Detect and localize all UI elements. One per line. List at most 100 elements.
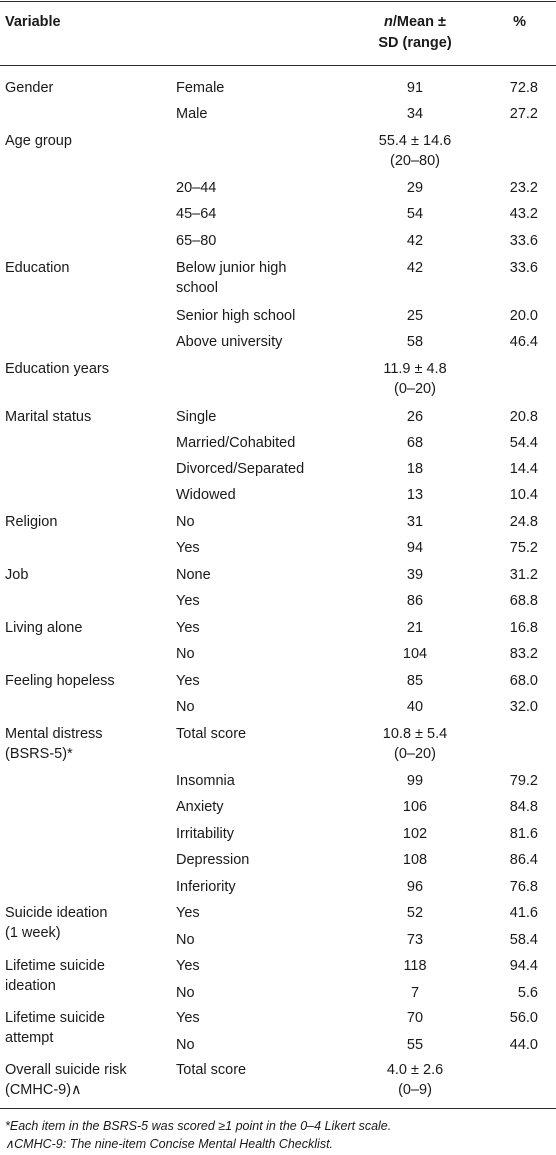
row-value: 73 xyxy=(406,932,424,948)
row-value: 99 xyxy=(406,773,424,789)
row-value: 55.4 ± 14.6 xyxy=(378,133,452,149)
row-percent: 44.0 xyxy=(509,1037,538,1053)
row-value-range: (20–80) xyxy=(390,153,440,169)
row-percent: 20.8 xyxy=(509,409,538,425)
row-category: No xyxy=(176,985,195,1001)
row-category: Anxiety xyxy=(176,799,224,815)
row-variable: Suicide ideation xyxy=(5,905,108,921)
row-variable: Mental distress xyxy=(5,726,103,742)
row-value: 86 xyxy=(406,593,424,609)
row-value: 7 xyxy=(410,985,420,1001)
row-percent: 68.0 xyxy=(509,673,538,689)
row-percent: 33.6 xyxy=(509,260,538,276)
row-category: Yes xyxy=(176,593,200,609)
row-category: No xyxy=(176,932,195,948)
row-value: 102 xyxy=(402,826,428,842)
row-value: 104 xyxy=(402,646,428,662)
row-variable: Age group xyxy=(5,133,72,149)
row-percent: 72.8 xyxy=(509,80,538,96)
header-percent: % xyxy=(513,14,526,30)
row-value: 42 xyxy=(406,260,424,276)
row-category: 45–64 xyxy=(176,206,217,222)
row-percent: 68.8 xyxy=(509,593,538,609)
row-category: Yes xyxy=(176,673,200,689)
row-variable: Religion xyxy=(5,514,58,530)
row-value: 58 xyxy=(406,334,424,350)
row-category: Depression xyxy=(176,852,250,868)
header-n: n xyxy=(384,14,393,30)
row-category: No xyxy=(176,514,195,530)
row-percent: 79.2 xyxy=(509,773,538,789)
footnote-cmhc: ∧CMHC-9: The nine-item Concise Mental He… xyxy=(5,1137,334,1151)
row-percent: 46.4 xyxy=(509,334,538,350)
footnote-bsrs: *Each item in the BSRS-5 was scored ≥1 p… xyxy=(5,1119,392,1133)
row-value: 85 xyxy=(406,673,424,689)
row-value: 10.8 ± 5.4 xyxy=(382,726,448,742)
row-category: Total score xyxy=(176,1062,247,1078)
row-variable: Lifetime suicide xyxy=(5,958,105,974)
row-percent: 14.4 xyxy=(509,461,538,477)
row-variable: Living alone xyxy=(5,620,83,636)
row-category: None xyxy=(176,567,211,583)
row-variable-line2: (CMHC-9)∧ xyxy=(5,1082,82,1098)
header-n-mean: n/Mean ± SD (range) xyxy=(320,12,510,54)
row-percent: 41.6 xyxy=(509,905,538,921)
row-percent: 54.4 xyxy=(509,435,538,451)
row-value: 108 xyxy=(402,852,428,868)
row-value: 118 xyxy=(403,958,427,974)
row-value: 96 xyxy=(406,879,424,895)
row-variable-line2: ideation xyxy=(5,978,56,994)
row-percent: 76.8 xyxy=(509,879,538,895)
row-value: 39 xyxy=(406,567,424,583)
row-percent: 83.2 xyxy=(509,646,538,662)
row-variable: Job xyxy=(5,567,29,583)
row-value: 55 xyxy=(406,1037,424,1053)
row-variable: Lifetime suicide xyxy=(5,1010,105,1026)
row-variable: Gender xyxy=(5,80,54,96)
row-percent: 94.4 xyxy=(509,958,538,974)
row-percent: 23.2 xyxy=(509,180,538,196)
row-value: 25 xyxy=(406,308,424,324)
row-value: 91 xyxy=(406,80,424,96)
row-category: Yes xyxy=(176,905,200,921)
row-category: Yes xyxy=(176,620,200,636)
row-category: 65–80 xyxy=(176,233,217,249)
row-value: 40 xyxy=(406,699,424,715)
row-value: 21 xyxy=(406,620,424,636)
row-value: 70 xyxy=(406,1010,424,1026)
row-variable-line2: (BSRS-5)* xyxy=(5,746,73,762)
row-value: 13 xyxy=(406,487,424,503)
row-variable-line2: (1 week) xyxy=(5,925,61,941)
row-variable: Overall suicide risk xyxy=(5,1062,127,1078)
row-category: Irritability xyxy=(176,826,235,842)
row-category: No xyxy=(176,646,195,662)
row-value: 68 xyxy=(406,435,424,451)
row-percent: 84.8 xyxy=(509,799,538,815)
row-percent: 75.2 xyxy=(509,540,538,556)
row-value: 34 xyxy=(406,106,424,122)
row-percent: 5.6 xyxy=(517,985,538,1001)
row-value: 42 xyxy=(406,233,424,249)
row-value-range: (0–20) xyxy=(394,381,436,397)
bottom-rule xyxy=(0,1108,556,1109)
row-variable: Education xyxy=(5,260,70,276)
row-category: Inferiority xyxy=(176,879,236,895)
row-category: Married/Cohabited xyxy=(176,435,296,451)
row-value: 4.0 ± 2.6 xyxy=(386,1062,444,1078)
row-percent: 86.4 xyxy=(509,852,538,868)
row-percent: 81.6 xyxy=(509,826,538,842)
row-percent: 56.0 xyxy=(509,1010,538,1026)
row-percent: 16.8 xyxy=(509,620,538,636)
row-category: Insomnia xyxy=(176,773,235,789)
row-value: 26 xyxy=(406,409,424,425)
row-category: Above university xyxy=(176,334,283,350)
row-category: Widowed xyxy=(176,487,236,503)
header-mean-line1: /Mean ± xyxy=(392,14,446,30)
row-category: Total score xyxy=(176,726,247,742)
header-mean-line2: SD (range) xyxy=(378,35,452,51)
row-value: 18 xyxy=(406,461,424,477)
row-value: 52 xyxy=(406,905,424,921)
top-rule xyxy=(0,1,556,2)
row-value: 29 xyxy=(406,180,424,196)
row-percent: 33.6 xyxy=(509,233,538,249)
